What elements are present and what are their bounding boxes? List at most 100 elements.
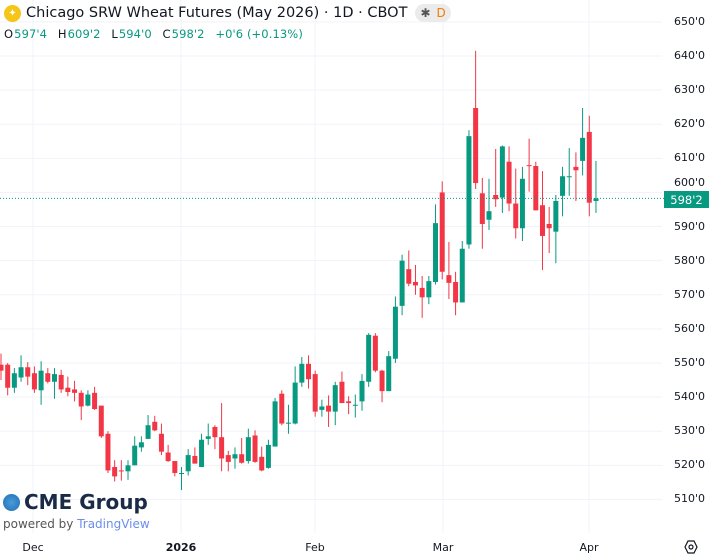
candle-up [38,370,44,391]
candle-down [406,269,412,284]
candle-down [112,467,118,477]
candle-up [499,146,505,198]
candle-down [479,193,485,224]
candle-down [439,192,445,272]
y-tick-label: 540'0 [674,390,706,404]
x-tick-feb: Feb [305,541,325,554]
candle-up [459,248,465,303]
high-label: H [57,27,67,41]
candle-down [239,454,245,463]
candle-up [519,178,525,229]
candle-up [332,385,338,412]
symbol-wheat-icon: ✦ [4,4,21,22]
candle-up [138,442,144,448]
candle-down [98,405,104,437]
candle-down [312,374,318,412]
delayed-badge: D [436,6,446,20]
candle-down [105,433,111,471]
candle-up [232,454,238,459]
candle-up [185,455,191,472]
candle-down [379,370,385,392]
candle-up [399,260,405,306]
open-value: 597'4 [14,27,48,41]
x-tick-2026: 2026 [165,541,197,554]
candle-up [18,367,24,378]
y-tick-label: 610'0 [674,151,706,165]
candle-down [58,374,64,390]
candle-down [172,461,178,473]
candle-down [339,381,345,404]
candle-up [199,439,205,468]
change-value: +0'6 (+0.13%) [215,27,303,41]
y-tick-label: 620'0 [674,117,706,131]
gear-icon[interactable] [684,540,698,554]
candle-down [252,435,258,462]
candle-down [306,363,312,380]
candle-up [285,422,291,424]
candle-down [372,335,378,371]
candle-down [78,392,84,407]
candle-up [352,404,358,406]
y-tick-label: 530'0 [674,424,706,438]
candle-down [506,161,512,204]
cme-brand: CME Group [24,490,148,514]
y-tick-label: 630'0 [674,83,706,97]
x-tick-apr: Apr [579,541,599,554]
chart-header: ✦ Chicago SRW Wheat Futures (May 2026) ·… [4,4,451,22]
candle-down [152,421,158,431]
candle-down [573,166,579,171]
symbol-title[interactable]: Chicago SRW Wheat Futures (May 2026) · 1… [26,5,408,21]
tradingview-link[interactable]: TradingView [77,517,150,531]
candle-down [453,281,459,303]
candle-up [292,382,298,424]
candle-up [392,306,398,359]
candle-down [473,108,479,184]
candle-up [272,401,278,447]
candle-up [245,437,251,462]
high-value: 609'2 [67,27,101,41]
candle-up [560,176,566,196]
candle-down [586,131,592,203]
candle-up [426,281,432,298]
candle-down [326,405,332,412]
close-value: 598'2 [171,27,205,41]
x-tick-dec: Dec [22,541,44,554]
cme-logo[interactable]: CME Group powered by TradingView [3,490,150,531]
candle-up [580,137,586,161]
open-label: O [4,27,14,41]
ohlc-legend: O597'4 H609'2 L594'0 C598'2 +0'6 (+0.13%… [4,27,304,41]
y-tick-label: 550'0 [674,355,706,369]
candle-down [192,455,198,464]
candle-down [419,287,425,298]
candle-up [205,436,211,439]
low-value: 594'0 [118,27,152,41]
candle-down [65,387,71,392]
candle-up [178,472,184,474]
status-badges[interactable]: ✱ D [415,4,451,22]
candle-down [533,166,539,211]
candle-down [346,401,352,404]
candle-down [493,194,499,200]
candle-down [0,364,4,371]
candle-down [446,275,452,283]
candle-down [279,393,285,424]
candle-down [412,281,418,286]
candle-up [486,211,492,220]
asterisk-icon: ✱ [420,6,431,20]
cme-globe-icon [3,493,20,511]
y-tick-label: 640'0 [674,49,706,62]
candle-down [513,203,519,229]
candle-down [45,373,51,382]
y-tick-label: 560'0 [674,321,706,335]
candle-up [299,363,305,383]
y-tick-label: 520'0 [674,458,706,472]
y-tick-label: 510'0 [674,492,706,506]
candle-down [165,452,171,462]
candle-up [125,465,131,472]
y-tick-label: 600'0 [674,176,706,189]
candle-down [219,437,225,459]
y-tick-label: 590'0 [674,219,706,233]
low-label: L [111,27,118,41]
candle-down [539,205,545,236]
